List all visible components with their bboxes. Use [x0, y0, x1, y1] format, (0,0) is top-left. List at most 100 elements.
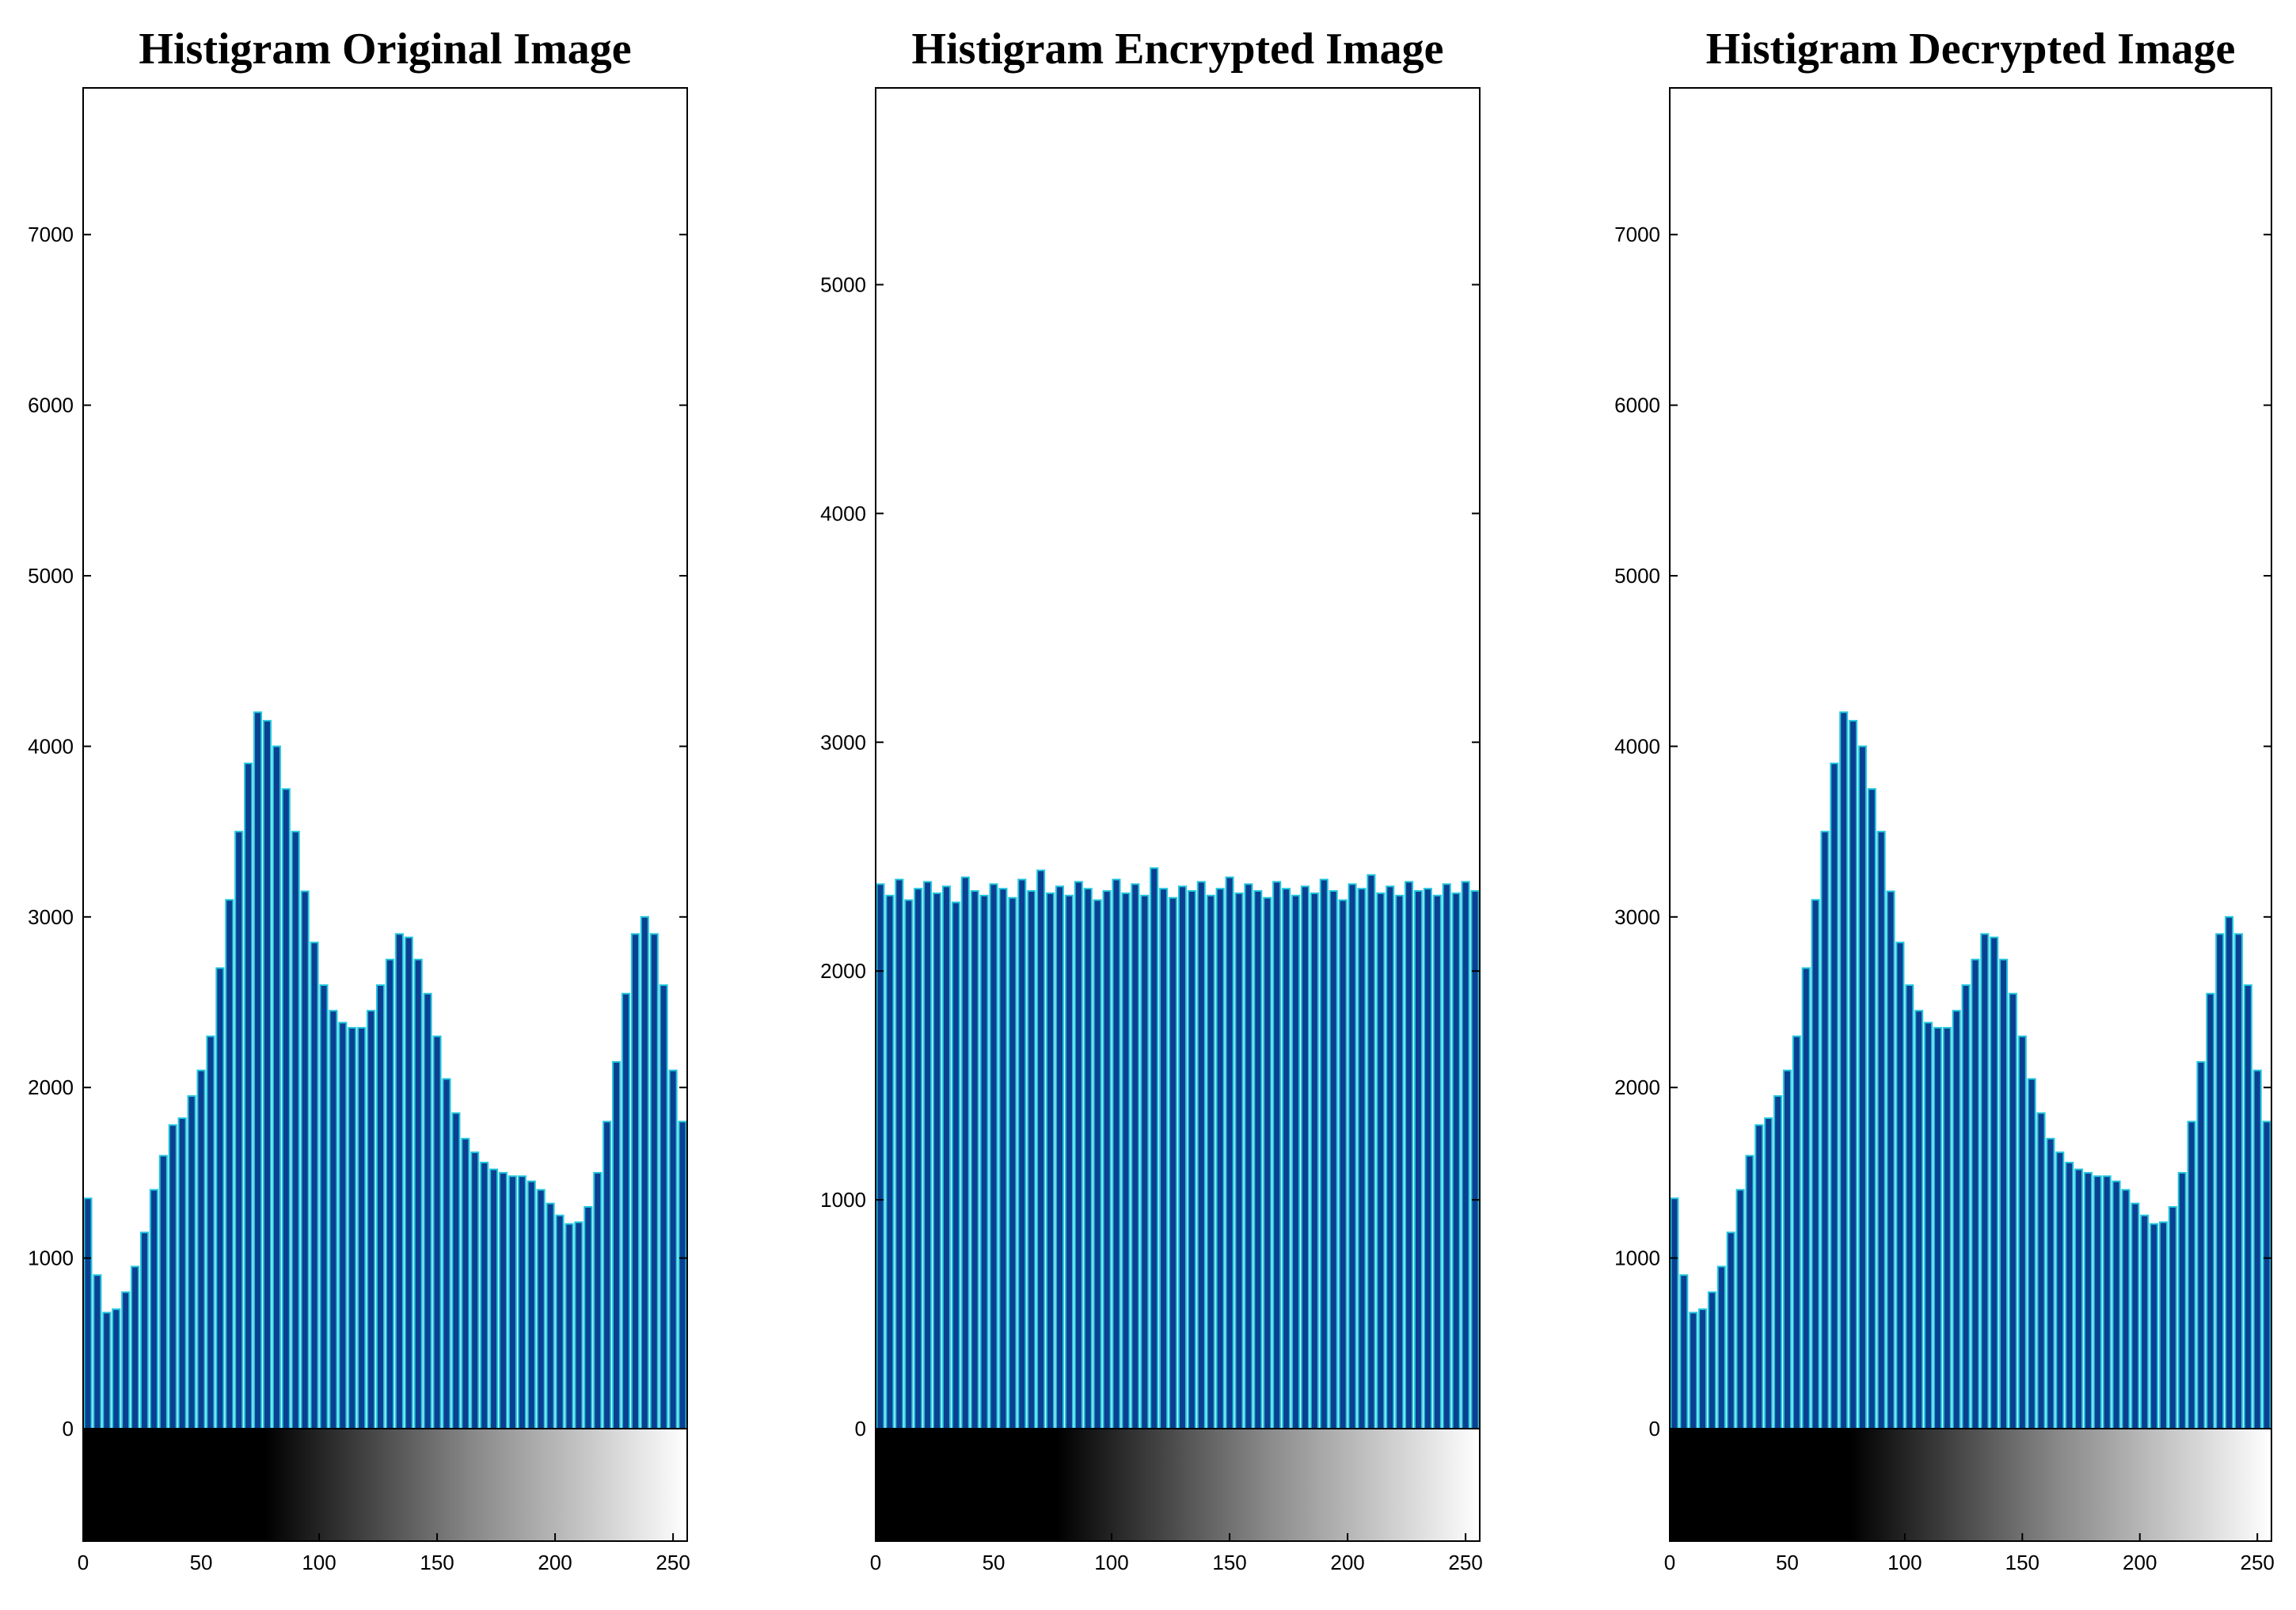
- bar: [584, 1205, 593, 1430]
- x-tick-label: 150: [2005, 1551, 2039, 1574]
- bar: [1952, 1010, 1961, 1429]
- bar: [1367, 874, 1376, 1429]
- bar: [517, 1175, 526, 1430]
- bar: [2140, 1214, 2150, 1429]
- bar: [1905, 984, 1914, 1430]
- y-tick-label: 4000: [1614, 734, 1660, 758]
- bar: [338, 1022, 348, 1429]
- y-tick-label: 1000: [820, 1188, 866, 1212]
- y-tick-label: 4000: [820, 501, 866, 525]
- bar: [329, 1010, 338, 1429]
- bar: [1413, 890, 1424, 1429]
- bar: [1914, 1010, 1924, 1429]
- bar: [536, 1189, 545, 1430]
- bar: [2206, 992, 2215, 1429]
- bar: [357, 1026, 367, 1429]
- bar: [291, 831, 300, 1430]
- bar: [1849, 720, 1858, 1429]
- bar: [1140, 894, 1150, 1429]
- colorbar: [1670, 1429, 2271, 1541]
- bar: [1735, 1189, 1745, 1430]
- bar: [2102, 1175, 2112, 1430]
- y-tick-label: 5000: [1614, 564, 1660, 588]
- bar: [979, 894, 989, 1429]
- bar: [2168, 1205, 2177, 1430]
- bar: [2262, 1121, 2271, 1429]
- bar: [914, 888, 923, 1429]
- bar: [1971, 958, 1980, 1429]
- bar: [2017, 1035, 2027, 1430]
- bar: [1999, 958, 2009, 1429]
- histogram-panel: Histigram Original Image0100020003000400…: [28, 25, 690, 1574]
- bar: [1773, 1094, 1783, 1430]
- bar: [895, 878, 904, 1430]
- bar: [1442, 883, 1451, 1429]
- x-tick-label: 100: [1887, 1551, 1922, 1574]
- bar: [262, 720, 272, 1429]
- bar: [1670, 1197, 1679, 1429]
- bar: [593, 1171, 603, 1430]
- bar: [1225, 876, 1234, 1429]
- x-tick-label: 0: [78, 1551, 89, 1574]
- histogram-panel: Histigram Encrypted Image010002000300040…: [820, 25, 1483, 1574]
- bar: [1131, 883, 1140, 1429]
- bar: [1112, 878, 1121, 1430]
- bar: [1253, 890, 1263, 1429]
- bar: [1980, 933, 1990, 1429]
- bar: [1792, 1035, 1801, 1430]
- bar: [1395, 894, 1405, 1429]
- bar: [253, 711, 263, 1429]
- bar: [1159, 888, 1169, 1429]
- bar: [1745, 1155, 1754, 1429]
- histogram-panel: Histigram Decrypted Image010002000300040…: [1614, 25, 2275, 1574]
- y-tick-label: 4000: [28, 734, 74, 758]
- bar: [2083, 1171, 2093, 1430]
- bar: [367, 1010, 376, 1429]
- bar: [83, 1197, 93, 1429]
- bar: [998, 888, 1008, 1429]
- bar: [1461, 881, 1470, 1429]
- bar: [2187, 1121, 2196, 1429]
- bar: [177, 1117, 187, 1429]
- bar: [1754, 1124, 1764, 1430]
- y-tick-label: 5000: [28, 564, 74, 588]
- bar: [1102, 890, 1112, 1429]
- bar: [470, 1151, 480, 1429]
- axes-frame: [1669, 87, 2272, 1542]
- bar: [2074, 1168, 2084, 1429]
- bar: [1707, 1291, 1716, 1429]
- bar: [1782, 1069, 1792, 1429]
- bar: [932, 892, 942, 1430]
- bar: [498, 1171, 508, 1430]
- bar: [1876, 831, 1886, 1430]
- bar: [2008, 992, 2017, 1429]
- x-tick-label: 50: [1776, 1551, 1799, 1574]
- bar: [2093, 1175, 2102, 1430]
- bar: [678, 1121, 687, 1429]
- bar: [348, 1026, 357, 1429]
- x-tick-label: 250: [2240, 1551, 2274, 1574]
- y-tick-label: 2000: [28, 1075, 74, 1099]
- x-tick-label: 100: [302, 1551, 336, 1574]
- bar: [612, 1060, 622, 1429]
- bar: [2046, 1137, 2055, 1429]
- bar: [139, 1231, 150, 1429]
- bar: [423, 992, 432, 1429]
- y-tick-label: 6000: [28, 394, 74, 417]
- bar: [1169, 896, 1178, 1429]
- y-tick-label: 3000: [1614, 905, 1660, 929]
- bar: [1017, 878, 1027, 1430]
- bar: [1348, 883, 1357, 1429]
- y-tick-label: 0: [63, 1417, 74, 1441]
- bar: [1046, 892, 1055, 1430]
- bar: [1121, 892, 1131, 1430]
- bar: [1801, 967, 1811, 1429]
- bar: [1726, 1231, 1735, 1429]
- bar: [2055, 1151, 2065, 1429]
- bar: [1716, 1266, 1726, 1430]
- bar: [1830, 762, 1839, 1429]
- bar: [281, 788, 291, 1429]
- bar: [603, 1121, 612, 1429]
- chart-title: Histigram Decrypted Image: [1706, 25, 2236, 74]
